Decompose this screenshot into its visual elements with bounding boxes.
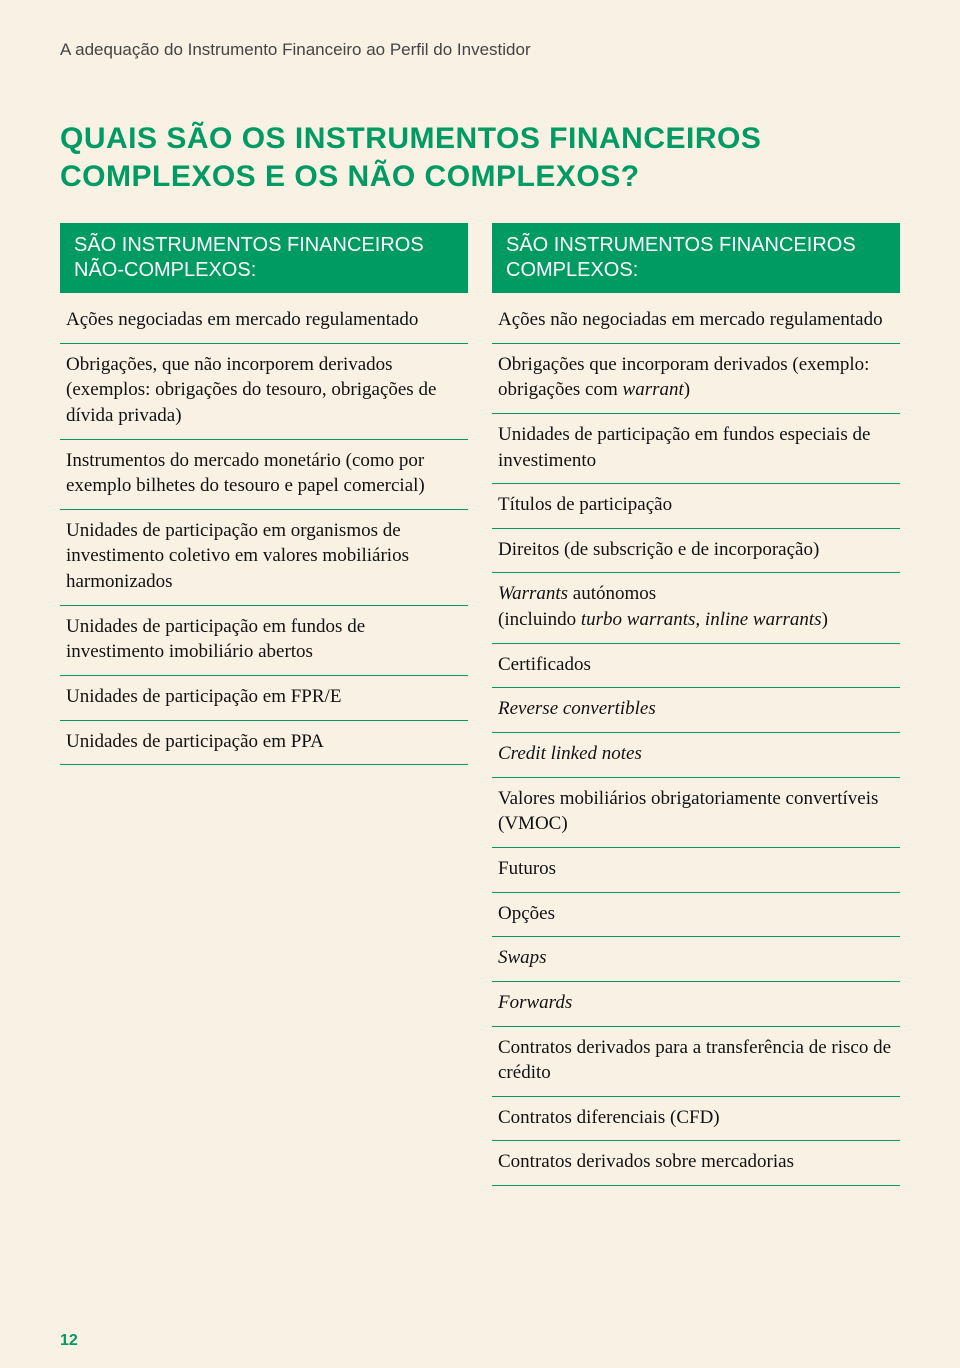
list-item: Warrants autónomos(incluindo turbo warra… [492,573,900,643]
list-item: Futuros [492,848,900,893]
page-title: QUAIS SÃO OS INSTRUMENTOS FINANCEIROS CO… [60,120,900,195]
list-item: Certificados [492,644,900,689]
list-item: Reverse convertibles [492,688,900,733]
page-number: 12 [60,1332,78,1350]
list-item: Contratos diferenciais (CFD) [492,1097,900,1142]
list-item: Unidades de participação em PPA [60,721,468,766]
list-item: Swaps [492,937,900,982]
list-item: Unidades de participação em fundos espec… [492,414,900,484]
list-item: Credit linked notes [492,733,900,778]
list-item: Obrigações, que não incorporem derivados… [60,344,468,440]
column-header-right: SÃO INSTRUMENTOS FINANCEIROS COMPLEXOS: [492,223,900,293]
list-item: Títulos de participação [492,484,900,529]
running-head: A adequação do Instrumento Financeiro ao… [60,40,900,60]
list-item: Contratos derivados para a transferência… [492,1027,900,1097]
list-item: Opções [492,893,900,938]
list-item: Ações não negociadas em mercado regulame… [492,299,900,344]
list-item: Direitos (de subscrição e de incorporaçã… [492,529,900,574]
column-left-items: Ações negociadas em mercado regulamentad… [60,299,468,765]
comparison-table: SÃO INSTRUMENTOS FINANCEIROS NÃO-COMPLEX… [60,223,900,1186]
column-right-items: Ações não negociadas em mercado regulame… [492,299,900,1186]
list-item: Obrigações que incorporam derivados (exe… [492,344,900,414]
list-item: Ações negociadas em mercado regulamentad… [60,299,468,344]
list-item: Valores mobiliários obrigatoriamente con… [492,778,900,848]
column-header-left: SÃO INSTRUMENTOS FINANCEIROS NÃO-COMPLEX… [60,223,468,293]
list-item: Contratos derivados sobre mercadorias [492,1141,900,1186]
list-item: Forwards [492,982,900,1027]
list-item: Unidades de participação em FPR/E [60,676,468,721]
column-nao-complexos: SÃO INSTRUMENTOS FINANCEIROS NÃO-COMPLEX… [60,223,468,1186]
list-item: Unidades de participação em organismos d… [60,510,468,606]
column-complexos: SÃO INSTRUMENTOS FINANCEIROS COMPLEXOS: … [492,223,900,1186]
list-item: Unidades de participação em fundos de in… [60,606,468,676]
list-item: Instrumentos do mercado monetário (como … [60,440,468,510]
